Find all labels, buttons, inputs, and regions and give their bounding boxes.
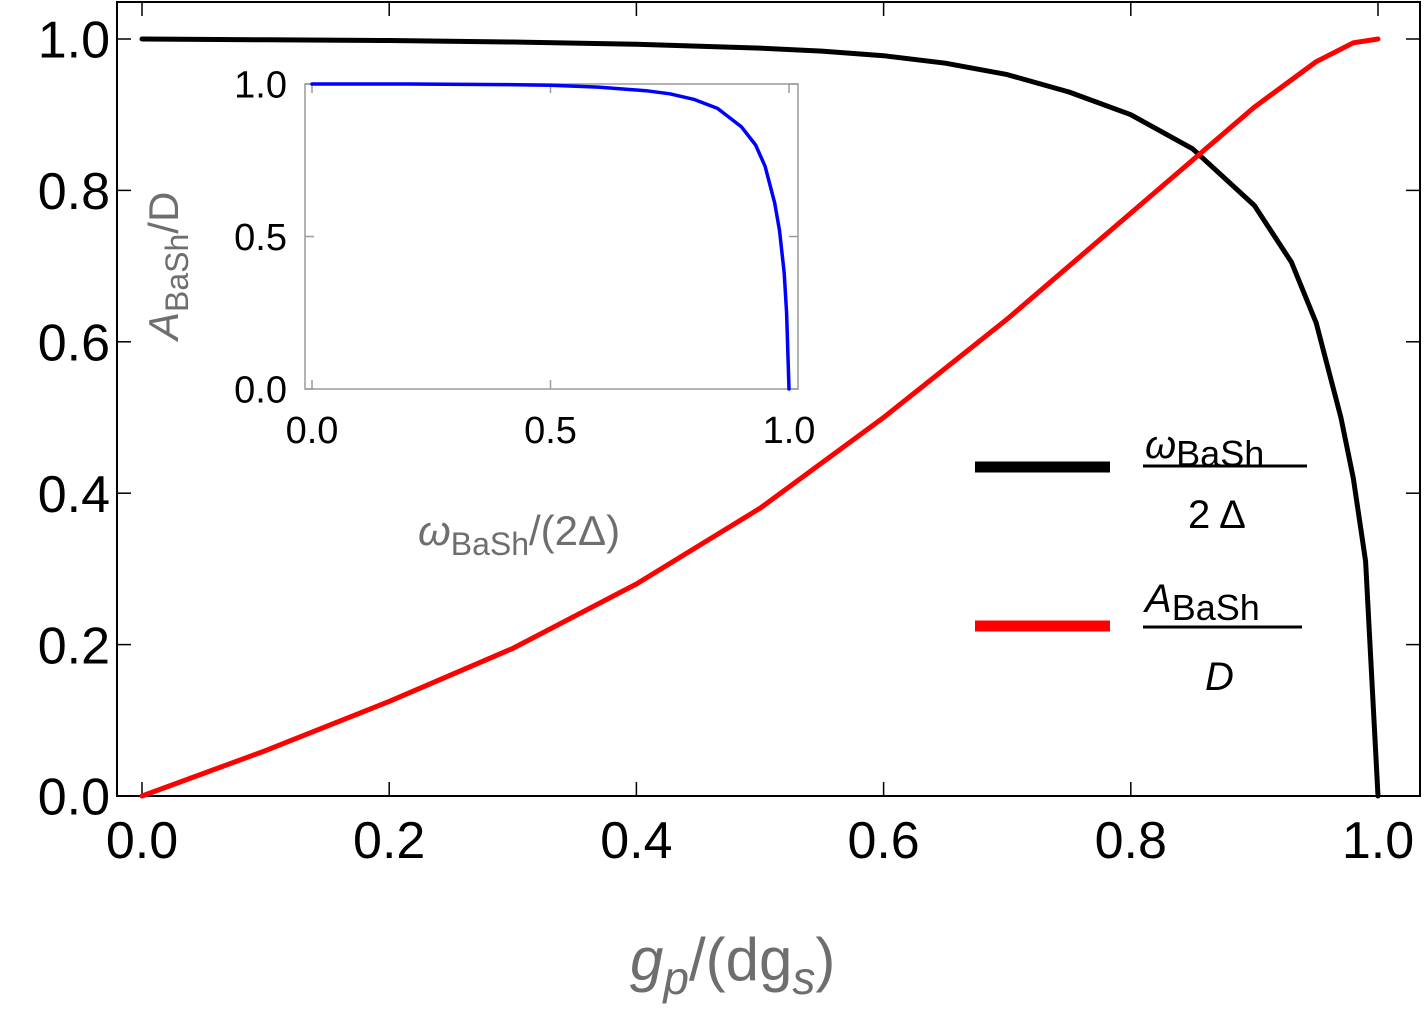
legend-omega-denominator: 2 Δ — [1188, 493, 1246, 537]
inset-series-line-0 — [310, 82, 791, 391]
main-y-tick-label: 0.4 — [38, 466, 110, 524]
inset-x-tick-label: 1.0 — [763, 410, 816, 452]
inset-y-axis-label: ABaSh/D — [140, 192, 195, 343]
main-plot-frame — [116, 1, 1421, 797]
inset-y-tick-label: 1.0 — [234, 65, 287, 107]
main-x-tick-label: 0.8 — [1095, 812, 1167, 870]
legend-A-denominator: D — [1205, 655, 1234, 699]
inset-x-axis-label: ωBaSh/(2Δ) — [418, 507, 620, 562]
main-x-axis-label: gp/(dgs) — [630, 926, 835, 1004]
main-y-tick-label: 0.2 — [38, 617, 110, 675]
main-x-tick-label: 0.4 — [600, 812, 672, 870]
inset-background — [305, 84, 798, 389]
inset-x-tick-label: 0.5 — [524, 410, 577, 452]
main-ticks: 0.0 0.2 0.4 0.6 0.8 1.0 0.0 0.2 0.4 0.6 0.8 1.0 — [38, 2, 1420, 870]
inset-ticks: 0.0 0.5 1.0 0.0 0.5 1.0 — [234, 65, 815, 452]
inset-y-tick-label: 0.0 — [234, 370, 287, 412]
main-x-tick-label: 0.2 — [353, 812, 425, 870]
main-series — [139, 36, 1381, 799]
main-x-tick-label: 1.0 — [1342, 812, 1414, 870]
main-y-tick-label: 1.0 — [38, 12, 110, 70]
inset-series — [310, 82, 791, 391]
main-x-tick-label: 0.6 — [847, 812, 919, 870]
main-series-line-1 — [139, 36, 1381, 799]
inset-x-tick-label: 0.0 — [286, 410, 339, 452]
main-series-line-0 — [139, 36, 1381, 799]
main-y-tick-label: 0.0 — [38, 769, 110, 827]
main-x-tick-label: 0.0 — [106, 812, 178, 870]
inset-y-tick-label: 0.5 — [234, 217, 287, 259]
legend-A-numerator: ABaSh — [1143, 577, 1260, 628]
main-y-tick-label: 0.8 — [38, 163, 110, 221]
legend: ωBaSh 2 Δ ABaSh D — [975, 423, 1307, 699]
main-y-tick-label: 0.6 — [38, 315, 110, 373]
